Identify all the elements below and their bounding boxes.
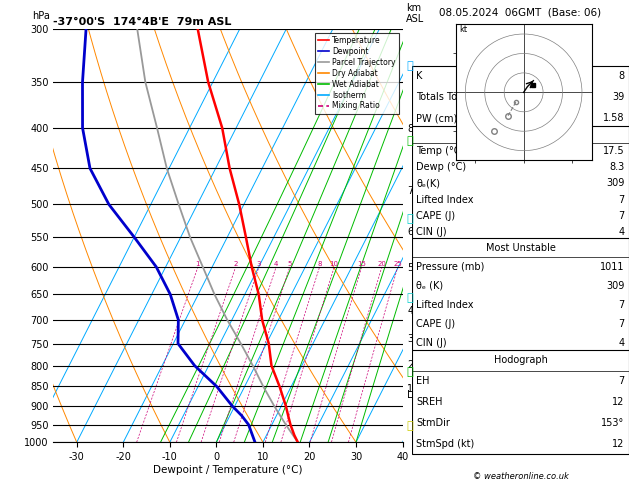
Text: 12: 12 [612,439,625,449]
Text: 8: 8 [618,71,625,81]
Text: ≫: ≫ [407,367,413,377]
Text: 1.58: 1.58 [603,113,625,123]
Text: CIN (J): CIN (J) [416,227,447,238]
Text: ≫: ≫ [407,293,413,303]
Text: CIN (J): CIN (J) [416,338,447,348]
Text: Lifted Index: Lifted Index [416,195,474,205]
Text: 8: 8 [317,261,322,267]
Text: Hodograph: Hodograph [494,355,547,365]
Text: 7: 7 [618,319,625,329]
Text: © weatheronline.co.uk: © weatheronline.co.uk [472,472,569,481]
Text: 7: 7 [618,195,625,205]
Text: 2: 2 [233,261,238,267]
Text: -37°00'S  174°4B'E  79m ASL: -37°00'S 174°4B'E 79m ASL [53,17,232,27]
Text: 25: 25 [393,261,402,267]
Text: 1: 1 [196,261,200,267]
Text: hPa: hPa [33,11,50,21]
Text: ≫: ≫ [407,421,413,431]
Text: K: K [416,71,423,81]
Text: StmSpd (kt): StmSpd (kt) [416,439,475,449]
Text: Surface: Surface [502,129,539,139]
Text: 4: 4 [274,261,278,267]
Text: PW (cm): PW (cm) [416,113,457,123]
Text: EH: EH [416,376,430,386]
Text: θₑ (K): θₑ (K) [416,281,443,291]
Text: StmDir: StmDir [416,418,450,428]
Text: 7: 7 [618,211,625,221]
Text: 8.3: 8.3 [610,162,625,172]
Text: 4: 4 [618,338,625,348]
Text: 39: 39 [613,92,625,102]
FancyBboxPatch shape [412,350,629,454]
Text: 7: 7 [618,300,625,310]
Text: 1011: 1011 [600,261,625,272]
Text: 12: 12 [612,397,625,407]
Text: 17.5: 17.5 [603,146,625,156]
Y-axis label: Mixing Ratio (g/kg): Mixing Ratio (g/kg) [428,193,437,278]
Text: Temp (°C): Temp (°C) [416,146,465,156]
Text: 153°: 153° [601,418,625,428]
Text: Dewp (°C): Dewp (°C) [416,162,467,172]
X-axis label: Dewpoint / Temperature (°C): Dewpoint / Temperature (°C) [153,465,303,475]
Text: ≫: ≫ [407,61,413,71]
Text: Lifted Index: Lifted Index [416,300,474,310]
Text: kt: kt [460,25,467,34]
Text: 4: 4 [618,227,625,238]
Text: θₑ(K): θₑ(K) [416,178,440,189]
Text: km
ASL: km ASL [406,3,424,24]
Legend: Temperature, Dewpoint, Parcel Trajectory, Dry Adiabat, Wet Adiabat, Isotherm, Mi: Temperature, Dewpoint, Parcel Trajectory… [314,33,399,114]
FancyBboxPatch shape [412,238,629,352]
Text: 5: 5 [287,261,292,267]
Text: 3: 3 [257,261,261,267]
FancyBboxPatch shape [412,66,629,129]
Text: 08.05.2024  06GMT  (Base: 06): 08.05.2024 06GMT (Base: 06) [440,7,601,17]
FancyBboxPatch shape [412,126,629,241]
Text: Totals Totals: Totals Totals [416,92,476,102]
Text: 309: 309 [606,281,625,291]
Text: CAPE (J): CAPE (J) [416,211,455,221]
Text: CAPE (J): CAPE (J) [416,319,455,329]
Text: Pressure (mb): Pressure (mb) [416,261,485,272]
Text: 7: 7 [618,376,625,386]
Text: Most Unstable: Most Unstable [486,243,555,253]
Text: 15: 15 [357,261,366,267]
Text: ≫: ≫ [407,214,413,224]
Text: ≫: ≫ [407,136,413,146]
Text: 20: 20 [377,261,386,267]
Text: SREH: SREH [416,397,443,407]
Text: 309: 309 [606,178,625,189]
Text: 10: 10 [330,261,338,267]
